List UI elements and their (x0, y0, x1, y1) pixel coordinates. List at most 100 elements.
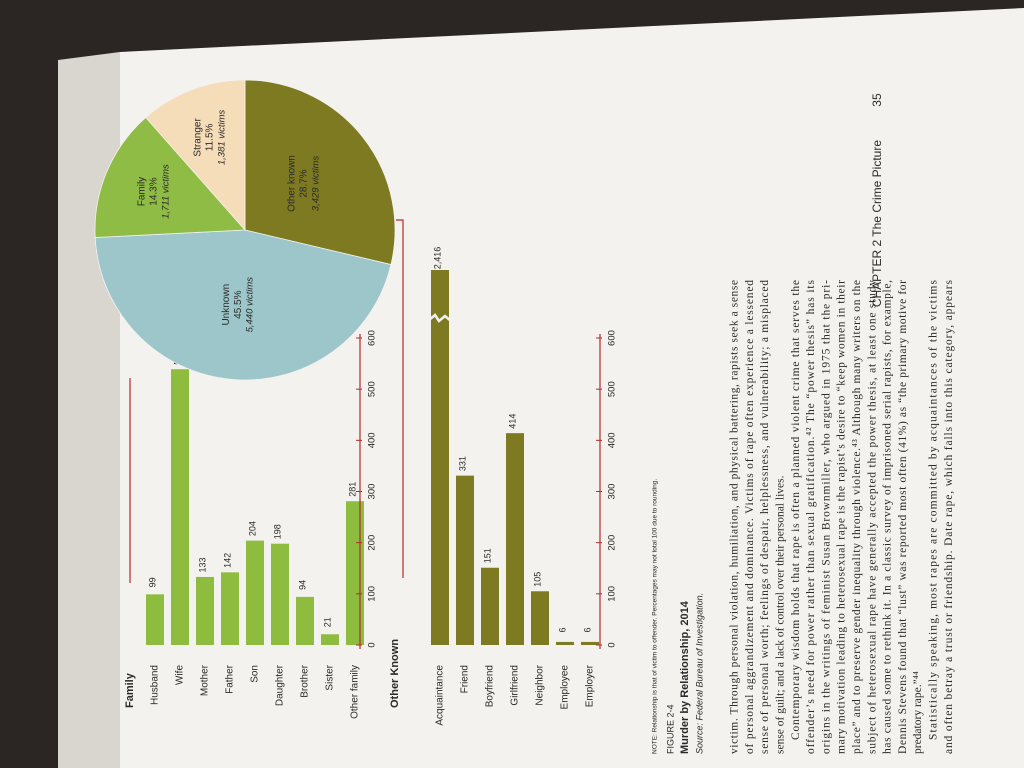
category-label: Husband (150, 665, 161, 705)
bar (456, 475, 474, 645)
bar (321, 634, 339, 645)
data-label: 151 (482, 548, 492, 563)
slice-count: 5,440 victims (245, 277, 256, 333)
x-tick-label: 0 (607, 642, 618, 647)
x-tick-label: 100 (367, 586, 378, 602)
slice-count: 1,711 victims (160, 164, 171, 219)
x-tick-label: 200 (367, 535, 378, 551)
slice-name: Family (136, 177, 147, 206)
body-line: sense of personal worth; feelings of des… (759, 280, 771, 754)
category-label: Boyfriend (485, 665, 496, 707)
slice-name: Stranger (193, 118, 204, 157)
pie-slice (94, 116, 246, 238)
facing-page (58, 52, 120, 768)
body-line: Contemporary wisdom holds that rape is o… (790, 280, 802, 740)
slice-percent: 11.5% (205, 123, 216, 151)
x-tick-label: 600 (607, 330, 618, 346)
category-label: Acquaintance (435, 665, 446, 726)
x-tick-label: 300 (607, 484, 618, 500)
category-label: Employer (585, 664, 596, 707)
x-tick-label: 0 (367, 642, 378, 647)
category-label: Employee (560, 665, 571, 710)
pie-slice (145, 79, 246, 232)
slice-count: 3,429 victims (310, 156, 321, 212)
axis-break (428, 313, 452, 323)
data-label: 21 (322, 617, 332, 627)
body-line: and often betray a trust or friendship. … (943, 279, 955, 754)
running-header: CHAPTER 2 The Crime Picture (870, 140, 884, 307)
category-label: Daughter (275, 664, 286, 706)
x-tick-label: 400 (367, 432, 378, 448)
x-tick-label: 300 (367, 484, 378, 500)
data-label: 198 (272, 524, 282, 539)
body-line: Dennis Stevens found that “lust” was rep… (897, 280, 909, 754)
figure-source: Source: Federal Bureau of Investigation. (694, 593, 704, 754)
data-label: 331 (457, 456, 467, 471)
data-label: 2,416 (432, 247, 442, 270)
category-label: Sister (325, 664, 336, 690)
pie-slice (244, 79, 396, 266)
body-line: sense of guilt; and a lack of control ov… (775, 475, 787, 754)
data-label: 281 (347, 482, 357, 497)
chart-title: Other Known (389, 639, 401, 708)
data-label: 6 (557, 627, 567, 632)
pie-slice (94, 229, 392, 381)
figure-title: Murder by Relationship, 2014 (679, 600, 691, 754)
bar (171, 369, 189, 645)
body-line: of personal aggrandizement and dominance… (744, 280, 756, 754)
category-label: Son (250, 665, 261, 683)
bar (146, 594, 164, 645)
bar (271, 543, 289, 645)
bar (556, 641, 574, 645)
category-label: Brother (300, 664, 311, 697)
slice-percent: 14.3% (148, 177, 159, 205)
data-label: 204 (247, 521, 257, 536)
category-label: Father (225, 664, 236, 694)
category-label: Friend (460, 665, 471, 693)
category-label: Girlfriend (510, 665, 521, 706)
data-label: 105 (532, 572, 542, 587)
x-tick-label: 600 (367, 330, 378, 346)
bracket-line (396, 219, 404, 578)
data-label: 6 (582, 627, 592, 632)
slice-name: Unknown (221, 284, 232, 326)
figure-note: NOTE: Relationship is that of victim to … (652, 479, 659, 754)
slice-percent: 28.7% (298, 169, 309, 197)
bar (531, 591, 549, 645)
x-tick-label: 500 (607, 381, 618, 397)
category-label: Wife (175, 665, 186, 685)
figure-label: FIGURE 2-4 (665, 704, 675, 754)
bar (221, 572, 239, 645)
slice-name: Other known (286, 155, 297, 212)
body-line: offender’s need for power rather than se… (805, 279, 817, 754)
bar (296, 596, 314, 645)
body-line: mary motivation leading to heterosexual … (836, 280, 848, 754)
bar (346, 501, 364, 645)
bar (196, 576, 214, 645)
category-label: Other family (350, 665, 361, 719)
slice-count: 1,381 victims (217, 109, 228, 165)
slice-percent: 45.5% (233, 290, 244, 318)
body-line: Statistically speaking, most rapes are c… (928, 279, 940, 740)
data-label: 133 (197, 557, 207, 572)
x-tick-label: 500 (367, 381, 378, 397)
page-number: 35 (870, 93, 884, 107)
bar (246, 540, 264, 645)
bar (506, 433, 524, 645)
body-line: origins in the writings of feminist Susa… (820, 280, 832, 754)
body-line: subject of heterosexual rape have genera… (866, 280, 878, 754)
category-label: Neighbor (535, 664, 546, 705)
body-line: has caused some to rethink it. In a clas… (882, 280, 894, 754)
body-line: predatory rape.”⁴⁴ (912, 671, 924, 754)
x-tick-label: 100 (607, 586, 618, 602)
data-label: 99 (147, 577, 157, 587)
chart-title: Family (124, 672, 136, 708)
page-content: CHAPTER 2 The Crime Picture 35 NOTE: Rel… (94, 79, 955, 754)
body-line: place” and to preserve gender inequality… (851, 280, 863, 754)
data-label: 142 (222, 553, 232, 568)
data-label: 414 (507, 414, 517, 429)
body-line: victim. Through personal violation, humi… (729, 280, 741, 754)
data-label: 94 (297, 580, 307, 590)
